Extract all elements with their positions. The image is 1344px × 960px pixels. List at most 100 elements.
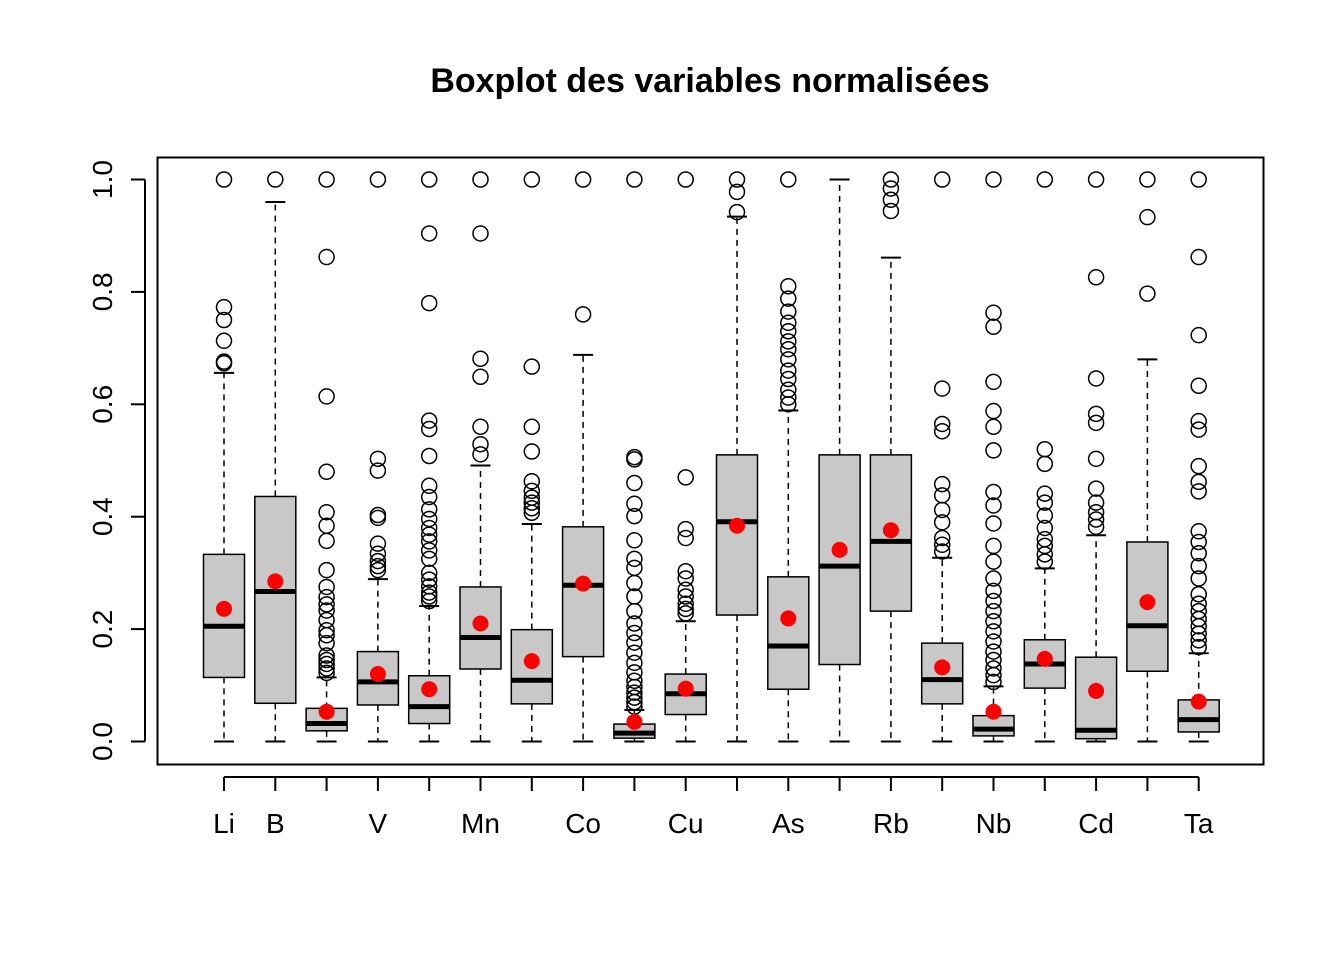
outlier-point (318, 651, 335, 669)
outlier-point (472, 171, 489, 188)
box-group (818, 178, 861, 743)
outlier-point (780, 389, 797, 406)
outlier-point (780, 290, 797, 307)
y-tick-label: 0.0 (87, 722, 118, 761)
outlier-point (420, 447, 438, 465)
outlier-point (677, 171, 694, 188)
outlier-point (318, 248, 335, 266)
mean-point (421, 681, 438, 698)
outlier-point (1139, 285, 1156, 302)
outlier-point (985, 497, 1002, 514)
outlier-point (472, 435, 489, 453)
outlier-point (1087, 405, 1105, 423)
outlier-point (318, 578, 335, 596)
outlier-point (626, 495, 643, 513)
outlier-point (728, 203, 746, 221)
outlier-point (626, 634, 643, 651)
y-axis: 0.0 0.2 0.4 0.6 0.8 1.0 (87, 160, 146, 761)
outlier-point (677, 469, 694, 486)
mean-point (1139, 594, 1156, 611)
outlier-point (1190, 638, 1207, 656)
outlier-point (728, 183, 746, 201)
outlier-point (1190, 557, 1207, 575)
outlier-point (985, 171, 1002, 188)
box-group (1074, 171, 1118, 743)
outlier-point (933, 380, 951, 397)
outlier-point (318, 388, 335, 405)
box-group (202, 171, 246, 743)
x-tick-label: Rb (873, 808, 909, 839)
outlier-point (626, 588, 643, 605)
outlier-point (318, 660, 335, 677)
box-iqr (818, 454, 861, 666)
outlier-point (1087, 269, 1105, 286)
outlier-point (1087, 494, 1105, 511)
outlier-point (472, 418, 489, 436)
box-group (869, 171, 913, 743)
x-tick-label: Co (565, 808, 601, 839)
outlier-point (933, 423, 951, 440)
outlier-point (985, 570, 1002, 587)
outlier-point (1190, 483, 1207, 500)
outlier-point (420, 477, 438, 495)
outlier-point (1087, 370, 1105, 387)
outlier-point (1190, 533, 1207, 551)
outlier-point (318, 655, 335, 673)
outlier-point (472, 446, 489, 463)
outlier-point (985, 660, 1002, 677)
outlier-point (1190, 523, 1207, 540)
box-group (613, 171, 656, 743)
outlier-point (985, 633, 1002, 650)
outlier-point (780, 278, 797, 295)
outlier-point (1036, 171, 1054, 188)
outlier-point (267, 171, 284, 188)
outlier-point (626, 624, 643, 642)
x-tick-label: Cd (1078, 808, 1114, 839)
outlier-point (985, 537, 1002, 555)
outlier-point (780, 171, 797, 188)
box-group (254, 171, 297, 743)
outlier-point (985, 483, 1002, 501)
y-tick-label: 0.2 (87, 610, 118, 649)
outlier-point (215, 171, 233, 188)
outlier-point (933, 475, 951, 493)
outlier-point (882, 171, 900, 188)
outlier-point (472, 350, 489, 368)
outlier-point (626, 615, 643, 632)
outlier-point (369, 545, 387, 563)
outlier-point (1087, 171, 1105, 188)
outlier-point (626, 559, 643, 577)
box-group (1023, 171, 1067, 743)
y-tick-label: 0.8 (87, 272, 118, 311)
box-group (561, 171, 605, 743)
outlier-point (626, 689, 643, 706)
outlier-point (420, 294, 438, 312)
outlier-point (420, 519, 438, 537)
box-iqr (561, 526, 605, 658)
outlier-point (677, 529, 694, 547)
outlier-point (215, 353, 233, 370)
outlier-point (1036, 537, 1054, 555)
outlier-point (420, 488, 438, 506)
outlier-point (523, 358, 541, 375)
box-group (356, 171, 400, 743)
mean-point (318, 703, 335, 720)
outlier-point (985, 673, 1002, 691)
outlier-point (1087, 480, 1105, 497)
outlier-point (1190, 457, 1207, 475)
outlier-point (318, 561, 335, 579)
y-tick-label: 0.6 (87, 385, 118, 424)
outlier-point (420, 171, 438, 188)
outlier-point (420, 533, 438, 550)
mean-point (216, 600, 232, 617)
outlier-point (780, 333, 797, 350)
outlier-point (1190, 326, 1207, 344)
outlier-point (985, 582, 1002, 600)
outlier-point (933, 171, 951, 188)
outlier-point (780, 314, 797, 332)
outlier-point (626, 532, 643, 549)
outlier-point (780, 340, 797, 358)
chart-title: Boxplot des variables normalisées (430, 62, 989, 100)
outlier-point (933, 543, 951, 560)
